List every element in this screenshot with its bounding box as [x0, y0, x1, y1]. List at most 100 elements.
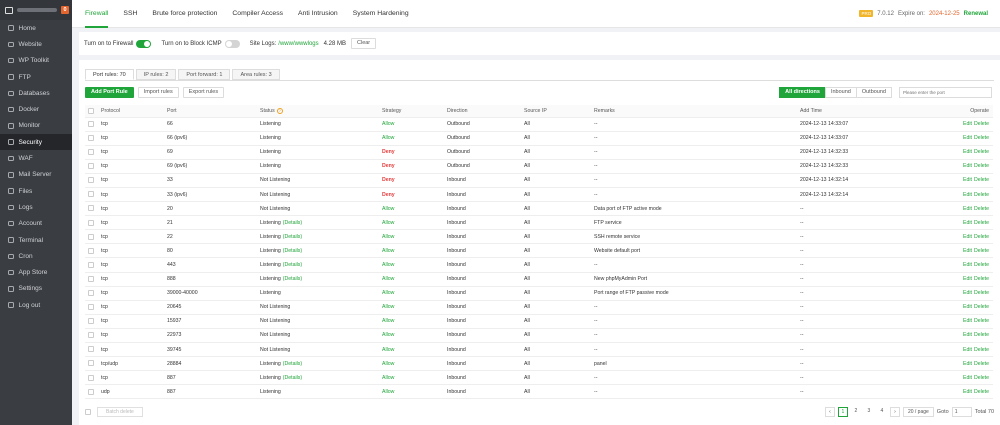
cell-remarks[interactable]: -- [594, 314, 800, 329]
renewal-link[interactable]: Renewal [963, 10, 988, 17]
cell-remarks[interactable]: -- [594, 187, 800, 203]
edit-button[interactable]: Edit [963, 290, 972, 297]
delete-button[interactable]: Delete [974, 163, 989, 170]
icmp-toggle[interactable] [224, 39, 240, 48]
row-checkbox[interactable] [88, 318, 94, 325]
delete-button[interactable]: Delete [974, 177, 989, 184]
sidebar-item-ftp[interactable]: FTP [0, 69, 72, 85]
delete-button[interactable]: Delete [974, 121, 989, 128]
col-port[interactable]: Port [167, 105, 260, 118]
footer-select-checkbox[interactable] [85, 409, 91, 415]
edit-button[interactable]: Edit [963, 318, 972, 325]
row-checkbox[interactable] [88, 332, 94, 339]
sidebar-item-databases[interactable]: Databases [0, 85, 72, 101]
details-link[interactable]: (Details) [282, 360, 303, 367]
select-all-checkbox[interactable] [88, 107, 94, 114]
row-checkbox[interactable] [88, 304, 94, 311]
tab-firewall[interactable]: Firewall [85, 0, 109, 28]
clear-logs-button[interactable]: Clear [351, 38, 377, 49]
col-protocol[interactable]: Protocol [101, 105, 167, 118]
row-checkbox[interactable] [88, 134, 94, 141]
edit-button[interactable]: Edit [963, 177, 972, 184]
row-checkbox[interactable] [88, 275, 94, 282]
sidebar-item-wp-toolkit[interactable]: WP Toolkit [0, 53, 72, 69]
edit-button[interactable]: Edit [963, 149, 972, 156]
cell-remarks[interactable]: Website default port [594, 243, 800, 259]
edit-button[interactable]: Edit [963, 247, 972, 254]
sidebar-item-files[interactable]: Files [0, 183, 72, 199]
cell-remarks[interactable]: New phpMyAdmin Port [594, 272, 800, 287]
row-checkbox[interactable] [88, 219, 94, 226]
sidebar-item-terminal[interactable]: Terminal [0, 232, 72, 248]
firewall-toggle[interactable] [136, 39, 152, 48]
goto-page-input[interactable]: 1 [951, 407, 972, 417]
delete-button[interactable]: Delete [974, 290, 989, 297]
edit-button[interactable]: Edit [963, 163, 972, 170]
sidebar-item-account[interactable]: Account [0, 216, 72, 232]
sidebar-item-logs[interactable]: Logs [0, 199, 72, 215]
help-icon[interactable]: ? [276, 107, 283, 114]
edit-button[interactable]: Edit [963, 261, 972, 268]
edit-button[interactable]: Edit [963, 205, 972, 212]
tab-brute-force-protection[interactable]: Brute force protection [152, 9, 218, 17]
notification-badge[interactable]: 0 [61, 6, 69, 14]
delete-button[interactable]: Delete [974, 219, 989, 226]
sidebar-item-security[interactable]: Security [0, 134, 72, 151]
subtab-ip-rules[interactable]: IP rules: 2 [135, 69, 177, 80]
direction-all-directions-button[interactable]: All directions [779, 87, 826, 98]
cell-remarks[interactable]: Port range of FTP passive mode [594, 286, 800, 301]
cell-remarks[interactable]: -- [594, 145, 800, 160]
tab-compiler-access[interactable]: Compiler Access [232, 9, 284, 17]
details-link[interactable]: (Details) [282, 233, 303, 240]
sidebar-item-docker[interactable]: Docker [0, 101, 72, 117]
cell-remarks[interactable]: panel [594, 356, 800, 372]
edit-button[interactable]: Edit [963, 388, 972, 395]
delete-button[interactable]: Delete [974, 233, 989, 240]
edit-button[interactable]: Edit [963, 233, 972, 240]
tab-ssh[interactable]: SSH [123, 9, 138, 17]
add-port-rule-button[interactable]: Add Port Rule [85, 87, 134, 98]
cell-remarks[interactable]: -- [594, 131, 800, 146]
delete-button[interactable]: Delete [974, 276, 989, 283]
row-checkbox[interactable] [88, 163, 94, 170]
edit-button[interactable]: Edit [963, 374, 972, 381]
details-link[interactable]: (Details) [282, 276, 303, 283]
cell-remarks[interactable]: SSH remote service [594, 229, 800, 245]
row-checkbox[interactable] [88, 360, 94, 367]
cell-remarks[interactable]: -- [594, 117, 800, 132]
edit-button[interactable]: Edit [963, 332, 972, 339]
delete-button[interactable]: Delete [974, 247, 989, 254]
row-checkbox[interactable] [88, 289, 94, 296]
edit-button[interactable]: Edit [963, 360, 972, 367]
cell-remarks[interactable]: -- [594, 370, 800, 386]
edit-button[interactable]: Edit [963, 191, 972, 198]
sidebar-item-waf[interactable]: WAF [0, 150, 72, 166]
details-link[interactable]: (Details) [282, 374, 303, 381]
delete-button[interactable]: Delete [974, 261, 989, 268]
cell-remarks[interactable]: FTP service [594, 215, 800, 231]
delete-button[interactable]: Delete [974, 374, 989, 381]
row-checkbox[interactable] [88, 388, 94, 395]
row-checkbox[interactable] [88, 233, 94, 240]
cell-remarks[interactable]: -- [594, 300, 800, 315]
prev-page-button[interactable]: ‹ [824, 407, 835, 417]
cell-remarks[interactable]: -- [594, 257, 800, 273]
delete-button[interactable]: Delete [974, 205, 989, 212]
cell-remarks[interactable]: -- [594, 342, 800, 358]
edit-button[interactable]: Edit [963, 276, 972, 283]
next-page-button[interactable]: › [889, 407, 900, 417]
delete-button[interactable]: Delete [974, 346, 989, 353]
sidebar-item-mail-server[interactable]: Mail Server [0, 167, 72, 183]
cell-remarks[interactable]: -- [594, 159, 800, 174]
subtab-area-rules[interactable]: Area rules: 3 [232, 69, 280, 80]
row-checkbox[interactable] [88, 261, 94, 268]
cell-remarks[interactable]: -- [594, 384, 800, 400]
row-checkbox[interactable] [88, 191, 94, 198]
sidebar-item-cron[interactable]: Cron [0, 248, 72, 264]
delete-button[interactable]: Delete [974, 191, 989, 198]
edit-button[interactable]: Edit [963, 346, 972, 353]
import-rules-button[interactable]: Import rules [137, 87, 179, 98]
page-4-button[interactable]: 4 [880, 408, 884, 414]
delete-button[interactable]: Delete [974, 135, 989, 142]
delete-button[interactable]: Delete [974, 149, 989, 156]
